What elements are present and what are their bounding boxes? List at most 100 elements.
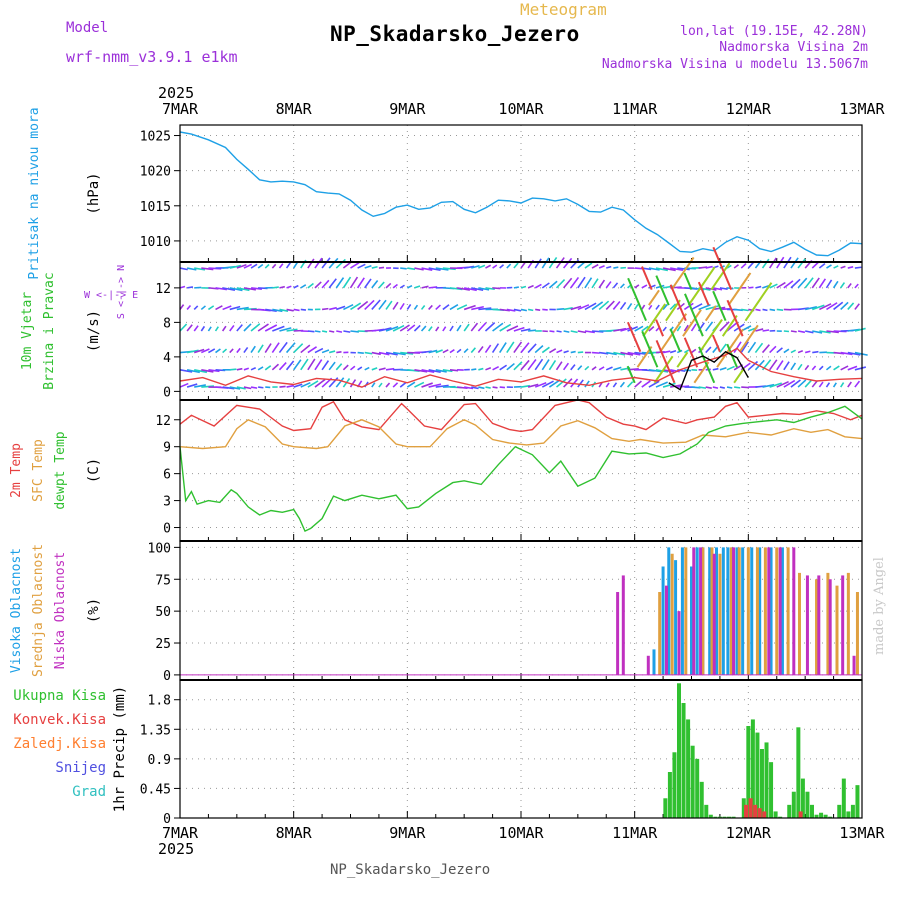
bar bbox=[852, 655, 856, 675]
wind-arrow bbox=[492, 365, 500, 371]
bar bbox=[819, 812, 824, 818]
wind-arrow bbox=[513, 361, 523, 371]
wind-arrow-strong bbox=[726, 299, 744, 337]
series-line-dewpt-temp bbox=[179, 405, 863, 533]
wind-arrow bbox=[641, 284, 648, 289]
wind-arrow-strong bbox=[682, 309, 702, 337]
bar bbox=[741, 547, 745, 675]
data-layer bbox=[179, 131, 868, 819]
wind-arrow bbox=[769, 308, 776, 312]
wind-arrow-strong bbox=[626, 321, 642, 353]
wind-arrow bbox=[243, 347, 249, 354]
wind-arrow bbox=[633, 303, 639, 310]
wind-arrow bbox=[832, 382, 837, 388]
wind-arrow bbox=[776, 360, 784, 371]
bar bbox=[710, 547, 714, 675]
wind-arrow bbox=[413, 304, 419, 310]
bar bbox=[798, 811, 803, 818]
wind-arrow bbox=[698, 386, 707, 389]
wind-arrow bbox=[577, 304, 590, 311]
wind-arrow bbox=[847, 266, 854, 269]
wind-arrow bbox=[506, 362, 515, 371]
wind-arrow bbox=[499, 264, 505, 269]
wind-arrow-strong bbox=[669, 284, 687, 322]
wind-arrow bbox=[407, 267, 416, 271]
wind-arrow bbox=[598, 279, 606, 289]
wind-arrow bbox=[222, 348, 228, 354]
wind-arrow bbox=[762, 308, 768, 312]
wind-arrow-strong bbox=[648, 289, 660, 306]
bar bbox=[732, 547, 736, 675]
bar bbox=[652, 649, 656, 675]
wind-arrow bbox=[229, 368, 237, 371]
bar bbox=[805, 575, 809, 675]
bar bbox=[755, 547, 759, 675]
wind-arrow bbox=[293, 284, 299, 289]
wind-arrow bbox=[342, 276, 352, 289]
bar bbox=[684, 547, 688, 675]
bar bbox=[717, 816, 722, 818]
wind-arrow bbox=[342, 364, 349, 371]
wind-arrow bbox=[258, 386, 264, 389]
wind-arrow bbox=[307, 358, 316, 371]
wind-arrow bbox=[677, 385, 690, 388]
wind-arrow bbox=[776, 308, 784, 311]
wind-arrow bbox=[627, 351, 641, 356]
wind-arrow bbox=[790, 379, 801, 388]
bar bbox=[817, 575, 821, 675]
wind-arrow bbox=[336, 351, 342, 354]
wind-arrow bbox=[591, 278, 599, 289]
wind-arrow bbox=[584, 277, 593, 289]
bar bbox=[767, 547, 771, 675]
x-tick-label-bottom: 10MAR bbox=[498, 824, 544, 842]
bar bbox=[726, 547, 730, 675]
wind-arrow bbox=[676, 325, 682, 332]
wind-arrow bbox=[769, 382, 782, 388]
wind-arrow bbox=[854, 283, 859, 289]
wind-arrow bbox=[804, 364, 810, 371]
wind-arrow bbox=[371, 382, 376, 388]
wind-arrow bbox=[193, 325, 199, 332]
wind-arrow bbox=[435, 384, 449, 388]
wind-arrow bbox=[428, 383, 442, 388]
wind-arrow bbox=[485, 287, 495, 291]
panel-unit: (m/s) bbox=[86, 310, 102, 352]
wind-arrow bbox=[570, 276, 580, 289]
wind-arrow bbox=[741, 386, 749, 389]
wind-arrow bbox=[385, 382, 391, 388]
bar bbox=[775, 547, 779, 675]
wind-arrow bbox=[236, 264, 247, 269]
wind-arrow bbox=[421, 267, 433, 271]
bar bbox=[664, 585, 668, 675]
wind-arrow bbox=[208, 348, 216, 354]
wind-arrow bbox=[314, 330, 321, 333]
wind-arrow bbox=[492, 386, 498, 389]
wind-arrow bbox=[414, 285, 421, 289]
wind-arrow bbox=[655, 267, 669, 272]
wind-arrow bbox=[556, 349, 563, 354]
wind-arrow bbox=[257, 323, 269, 332]
wind-arrow bbox=[670, 383, 683, 388]
x-tick-label-top: 12MAR bbox=[726, 100, 772, 118]
wind-arrow bbox=[577, 330, 587, 334]
bar bbox=[764, 742, 769, 818]
wind-arrow bbox=[264, 263, 270, 269]
wind-arrow bbox=[648, 326, 655, 332]
wind-arrow bbox=[825, 279, 833, 289]
bar bbox=[658, 592, 662, 675]
wind-arrow bbox=[691, 348, 697, 354]
wind-arrow bbox=[449, 349, 455, 354]
wind-arrow bbox=[421, 369, 435, 374]
wind-arrow bbox=[186, 324, 193, 332]
wind-arrow bbox=[357, 263, 366, 269]
wind-arrow bbox=[818, 263, 826, 269]
wind-arrow bbox=[768, 359, 778, 371]
wind-arrow bbox=[832, 280, 839, 289]
wind-arrow bbox=[527, 359, 537, 371]
wind-arrow bbox=[364, 351, 373, 355]
wind-arrow bbox=[818, 365, 824, 371]
y-tick-label: 12 bbox=[155, 414, 171, 429]
wind-arrow bbox=[584, 302, 597, 311]
bar bbox=[786, 547, 790, 675]
wind-arrow bbox=[520, 359, 530, 371]
